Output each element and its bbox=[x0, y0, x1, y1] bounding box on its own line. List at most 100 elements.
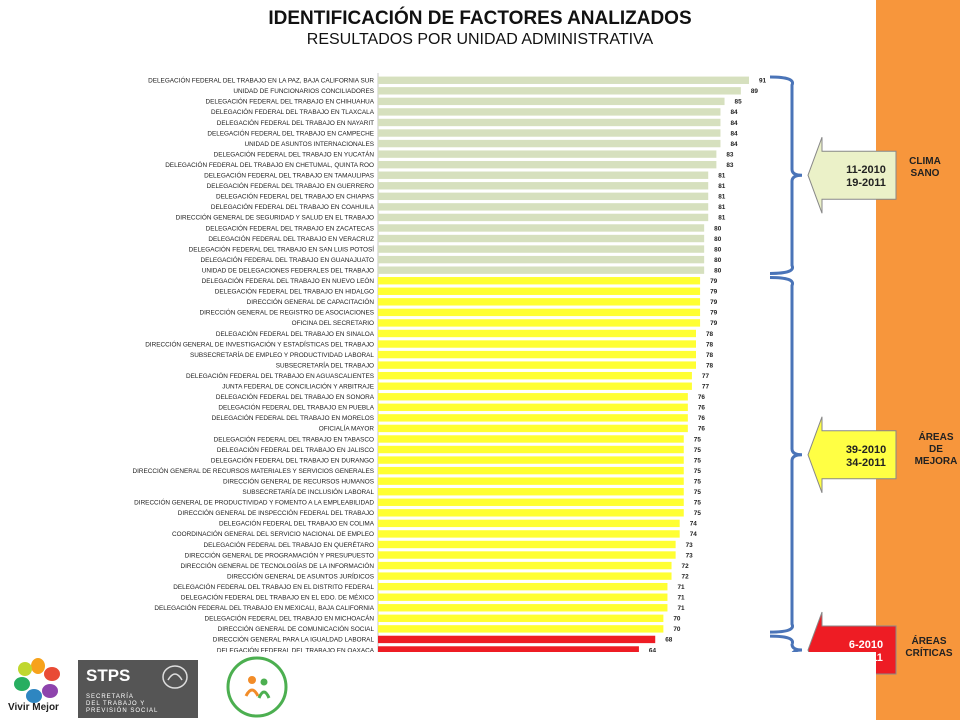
category-label: DELEGACIÓN FEDERAL DEL TRABAJO EN OAXACA bbox=[217, 645, 375, 654]
bar bbox=[378, 625, 664, 633]
value-label: 80 bbox=[714, 267, 722, 274]
value-label: 75 bbox=[694, 500, 702, 507]
category-label: UNIDAD DE FUNCIONARIOS CONCILIADORES bbox=[233, 88, 374, 95]
category-label: DELEGACIÓN FEDERAL DEL TRABAJO EN VERACR… bbox=[208, 234, 374, 243]
bar bbox=[378, 519, 680, 528]
value-label: 75 bbox=[694, 447, 702, 454]
bar bbox=[378, 551, 676, 559]
bar bbox=[378, 414, 688, 422]
bar bbox=[378, 445, 684, 454]
bar bbox=[378, 435, 684, 443]
bar bbox=[378, 646, 639, 654]
value-label: 80 bbox=[714, 225, 722, 232]
value-label: 72 bbox=[682, 573, 690, 580]
value-labels: 9189858484848483838181818181808080808079… bbox=[649, 78, 767, 665]
category-label: DELEGACIÓN FEDERAL DEL TRABAJO EN GUERRE… bbox=[207, 181, 374, 190]
value-label: 78 bbox=[706, 362, 714, 369]
category-label: DELEGACIÓN FEDERAL DEL TRABAJO EN TLAXCA… bbox=[211, 107, 375, 116]
zone-arrow-label: 11-2010 bbox=[846, 164, 886, 176]
category-label: DELEGACIÓN FEDERAL DEL TRABAJO EN MICHOA… bbox=[204, 614, 374, 623]
label-clima-sano-line1: CLIMA bbox=[909, 156, 941, 167]
bar bbox=[378, 76, 749, 84]
value-label: 79 bbox=[710, 278, 718, 285]
value-label: 75 bbox=[694, 510, 702, 517]
zone-arrow bbox=[807, 137, 897, 214]
bar bbox=[378, 382, 692, 390]
category-label: DELEGACIÓN FEDERAL DEL TRABAJO EN NUEVO … bbox=[202, 276, 375, 285]
value-label: 76 bbox=[698, 415, 706, 422]
coat-of-arms-icon bbox=[162, 665, 188, 689]
value-label: 81 bbox=[718, 215, 726, 222]
value-label: 71 bbox=[677, 595, 685, 602]
category-label: DELEGACIÓN FEDERAL DEL TRABAJO EN CHIAPA… bbox=[216, 192, 374, 201]
bar bbox=[378, 97, 725, 106]
value-label: 75 bbox=[694, 457, 702, 464]
bar bbox=[378, 182, 709, 190]
label-clima-sano: CLIMA SANO bbox=[898, 156, 952, 180]
zone-bracket bbox=[769, 75, 803, 275]
value-label: 76 bbox=[698, 405, 706, 412]
category-label: UNIDAD DE DELEGACIONES FEDERALES DEL TRA… bbox=[202, 267, 374, 274]
bar bbox=[378, 530, 680, 538]
value-label: 79 bbox=[710, 320, 718, 327]
label-areas-mejora-line3: MEJORA bbox=[914, 456, 958, 467]
bar bbox=[378, 287, 701, 295]
label-clima-sano-line2: SANO bbox=[910, 168, 940, 179]
category-label: DELEGACIÓN FEDERAL DEL TRABAJO EN SINALO… bbox=[216, 329, 375, 338]
bar bbox=[378, 203, 709, 211]
category-label: COORDINACIÓN GENERAL DEL SERVICIO NACION… bbox=[172, 529, 374, 538]
bar bbox=[378, 572, 672, 580]
value-label: 84 bbox=[730, 109, 738, 116]
orange-side-band bbox=[876, 0, 960, 720]
bar bbox=[378, 108, 721, 116]
category-label: DIRECCIÓN GENERAL DE PROGRAMACIÓN Y PRES… bbox=[185, 550, 374, 559]
bar bbox=[378, 361, 696, 369]
category-label: DELEGACIÓN FEDERAL DEL TRABAJO EN MEXICA… bbox=[154, 603, 374, 612]
bar bbox=[378, 540, 676, 549]
value-label: 81 bbox=[718, 173, 726, 180]
value-label: 75 bbox=[694, 468, 702, 475]
category-label: DELEGACIÓN FEDERAL DEL TRABAJO EN SAN LU… bbox=[189, 244, 375, 253]
bars-layer bbox=[377, 73, 749, 666]
category-label: DELEGACIÓN FEDERAL DEL TRABAJO EN TAMAUL… bbox=[204, 171, 374, 180]
category-label: DIRECCIÓN GENERAL DE INVESTIGACIÓN Y EST… bbox=[145, 339, 374, 348]
value-label: 64 bbox=[649, 647, 657, 654]
value-label: 76 bbox=[698, 394, 706, 401]
value-label: 70 bbox=[673, 616, 681, 623]
category-label: DELEGACIÓN FEDERAL DEL TRABAJO EN NAYARI… bbox=[217, 118, 374, 127]
value-label: 91 bbox=[759, 78, 767, 85]
value-label: 84 bbox=[730, 120, 738, 127]
category-label: DELEGACIÓN FEDERAL DEL TRABAJO EN PUEBLA bbox=[218, 403, 374, 412]
bar bbox=[378, 160, 717, 169]
bar bbox=[378, 277, 701, 285]
value-label: 71 bbox=[677, 584, 685, 591]
category-label: DELEGACIÓN FEDERAL DEL TRABAJO EN COLIMA bbox=[219, 519, 375, 528]
zone-arrow bbox=[807, 416, 897, 493]
category-label: DIRECCIÓN GENERAL PARA LA IGUALDAD LABOR… bbox=[213, 635, 375, 644]
value-label: 81 bbox=[718, 194, 726, 201]
category-label: OFICINA DEL SECRETARIO bbox=[292, 320, 374, 327]
category-label: DELEGACIÓN FEDERAL DEL TRABAJO EN SONORA bbox=[216, 392, 375, 401]
stps-subtitle: SECRETARÍA DEL TRABAJO Y PREVISIÓN SOCIA… bbox=[86, 694, 159, 714]
category-label: DELEGACIÓN FEDERAL DEL TRABAJO EN YUCATÁ… bbox=[214, 149, 375, 158]
category-label: DELEGACIÓN FEDERAL DEL TRABAJO EN ZACATE… bbox=[206, 223, 374, 232]
bar bbox=[378, 255, 705, 264]
label-areas-criticas-line2: CRÍTICAS bbox=[905, 648, 953, 659]
bar bbox=[378, 266, 705, 274]
vivir-mejor-text: Vivir Mejor bbox=[8, 702, 59, 713]
bar bbox=[378, 118, 721, 127]
bar bbox=[378, 350, 696, 359]
value-label: 84 bbox=[730, 130, 738, 137]
bar bbox=[378, 129, 721, 137]
category-label: DIRECCIÓN GENERAL DE SEGURIDAD Y SALUD E… bbox=[176, 213, 374, 222]
stps-title: STPS bbox=[86, 666, 131, 685]
zone-arrow-label: 34-2011 bbox=[846, 457, 886, 469]
label-areas-mejora-line1: ÁREAS bbox=[918, 432, 954, 443]
category-label: DELEGACIÓN FEDERAL DEL TRABAJO EN COAHUI… bbox=[211, 202, 375, 211]
category-label: SUBSECRETARÍA DE EMPLEO Y PRODUCTIVIDAD … bbox=[190, 350, 374, 359]
zone-arrow-label: 19-2011 bbox=[846, 177, 886, 189]
bar bbox=[378, 456, 684, 464]
bar bbox=[378, 371, 692, 380]
bar bbox=[378, 593, 668, 601]
